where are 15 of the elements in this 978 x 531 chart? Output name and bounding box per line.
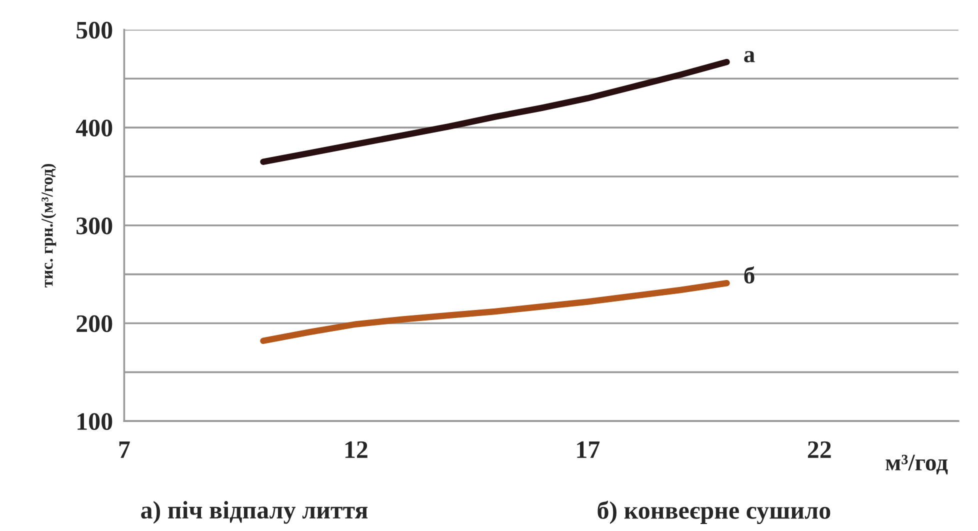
y-tick-label: 200 [76,315,112,332]
series-label: б [744,266,754,284]
x-tick-label: 17 [577,441,600,458]
y-tick-label: 400 [76,120,112,136]
y-tick-label: 300 [76,217,112,234]
x-tick-label: 7 [119,442,130,458]
x-tick-label: 12 [345,441,368,458]
text: б) конвеєрне сушило [598,500,830,524]
x-tick-label: 22 [808,441,831,458]
text: а) піч відпалу лиття [141,501,368,524]
y-tick-label: 100 [78,413,112,430]
y-tick-label: 500 [76,22,112,39]
series-label: а [744,51,755,62]
x-axis-title: м³/год [886,454,948,474]
y-axis-title: тис. грн./(м³/год) [41,164,56,288]
